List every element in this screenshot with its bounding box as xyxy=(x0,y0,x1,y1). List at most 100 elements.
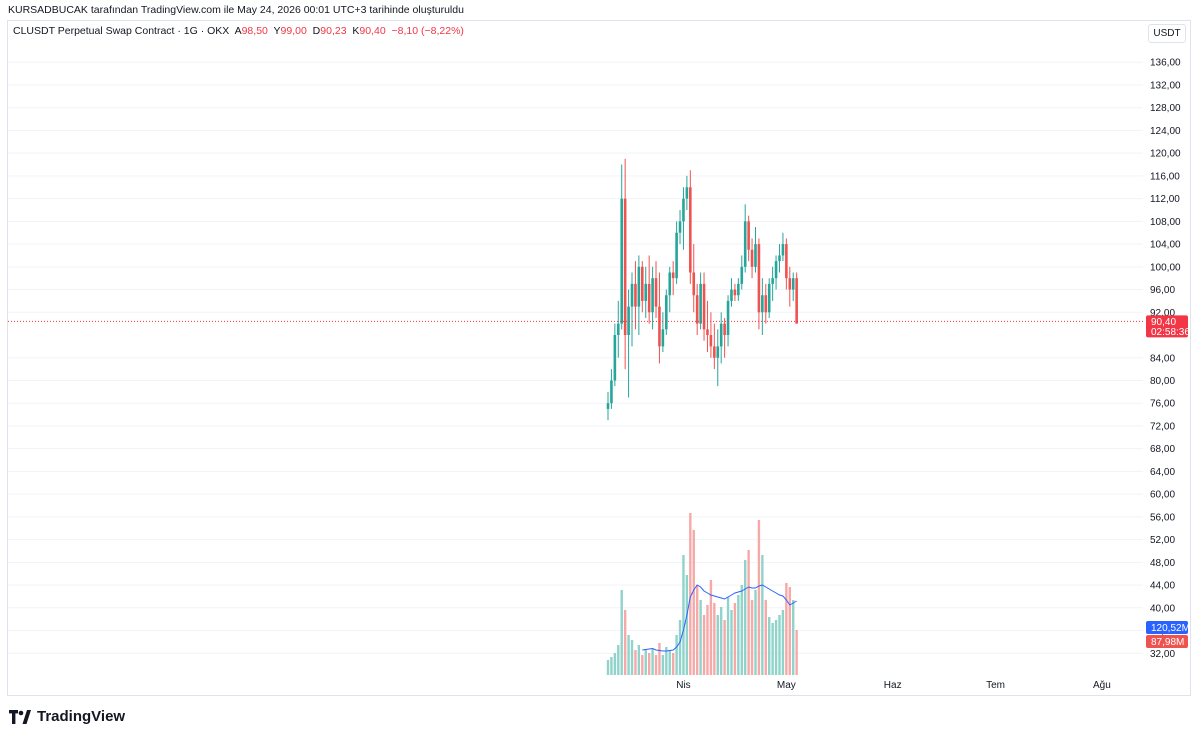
volume-bar xyxy=(678,620,682,675)
candle-body xyxy=(781,244,785,256)
y-tick-label: 132,00 xyxy=(1150,80,1181,91)
y-tick-label: 76,00 xyxy=(1150,399,1175,410)
y-tick-label: 52,00 xyxy=(1150,535,1175,546)
currency-button[interactable]: USDT xyxy=(1148,24,1186,43)
candle-body xyxy=(654,278,658,307)
candle-body xyxy=(682,198,685,222)
volume-bar xyxy=(695,585,699,675)
y-tick-label: 92,00 xyxy=(1150,308,1175,319)
volume-bar xyxy=(737,595,740,675)
x-tick-label: May xyxy=(777,680,796,691)
volume-bar xyxy=(785,583,788,675)
candle-body xyxy=(719,323,723,347)
candle-body xyxy=(695,295,699,324)
y-tick-label: 116,00 xyxy=(1150,171,1180,182)
y-tick-label: 100,00 xyxy=(1150,262,1181,273)
volume-bar xyxy=(778,615,781,675)
candle-body xyxy=(785,244,788,279)
candle-body xyxy=(671,272,675,279)
volume-bar xyxy=(685,575,689,675)
volume-bar xyxy=(671,653,675,675)
volume-bar xyxy=(651,649,654,675)
volume-bar xyxy=(781,610,785,675)
candle-body xyxy=(685,187,689,199)
candle-body xyxy=(730,289,733,301)
close-value: 90,40 xyxy=(359,25,386,37)
x-tick-label: Tem xyxy=(986,680,1005,691)
last-price-tag xyxy=(1146,315,1188,338)
volume-bar xyxy=(610,657,613,675)
candle-body xyxy=(647,283,651,313)
candle-body xyxy=(658,306,661,347)
volume-bar xyxy=(713,603,716,675)
volume-bar xyxy=(654,655,658,675)
candle-body xyxy=(641,266,644,301)
candle-body xyxy=(702,283,706,330)
volume-bar xyxy=(726,597,730,675)
volume-bar xyxy=(620,590,623,675)
volume-bar xyxy=(665,647,668,675)
last-price-label: 90,40 xyxy=(1151,317,1176,328)
candle-body xyxy=(634,283,637,307)
open-value: 98,50 xyxy=(241,25,268,37)
volume-bar xyxy=(634,650,637,675)
y-tick-label: 128,00 xyxy=(1150,103,1181,114)
change-value: −8,10 (−8,22%) xyxy=(391,25,464,37)
y-tick-label: 68,00 xyxy=(1150,444,1175,455)
tradingview-logo-icon xyxy=(9,709,31,724)
candle-body xyxy=(644,283,648,301)
volume-bar xyxy=(771,623,774,675)
volume-bar xyxy=(709,580,713,675)
volume-bar xyxy=(723,620,726,675)
volume-bar xyxy=(747,550,750,675)
volume-bar xyxy=(637,645,641,675)
y-tick-label: 84,00 xyxy=(1150,353,1175,364)
y-tick-label: 80,00 xyxy=(1150,376,1175,387)
candle-body xyxy=(627,306,630,336)
volume-bar xyxy=(706,605,709,675)
candle-body xyxy=(675,232,678,279)
y-tick-label: 44,00 xyxy=(1150,581,1175,592)
volume-ma-tag xyxy=(1146,621,1188,634)
brand-name: TradingView xyxy=(37,708,126,725)
candle-body xyxy=(723,323,726,336)
volume-tag xyxy=(1146,635,1188,648)
y-tick-label: 64,00 xyxy=(1150,467,1175,478)
volume-bar xyxy=(795,630,798,675)
y-tick-label: 112,00 xyxy=(1150,194,1180,205)
chart-caption: KURSADBUCAK tarafından TradingView.com i… xyxy=(8,4,464,16)
candle-body xyxy=(754,244,757,267)
volume-bar xyxy=(716,615,719,675)
candle-body xyxy=(733,289,737,296)
candle-body xyxy=(668,272,672,296)
countdown-label: 02:58:36 xyxy=(1151,327,1190,338)
volume-bar xyxy=(630,640,634,675)
candle-body xyxy=(709,335,713,347)
y-tick-label: 40,00 xyxy=(1150,603,1175,614)
candle-body xyxy=(613,335,617,381)
volume-bar xyxy=(641,655,644,675)
volume-bar xyxy=(617,645,620,675)
volume-bar xyxy=(682,555,685,675)
candle-body xyxy=(737,283,740,296)
candle-body xyxy=(630,283,634,307)
volume-bar xyxy=(644,650,647,675)
symbol-name[interactable]: CLUSDT Perpetual Swap Contract · 1G · OK… xyxy=(13,25,230,37)
candle-body xyxy=(778,255,781,262)
volume-bar xyxy=(744,560,747,675)
high-label: Y xyxy=(273,25,281,37)
y-tick-label: 120,00 xyxy=(1150,149,1181,160)
volume-ma-label: 120,52M xyxy=(1151,623,1190,634)
y-tick-label: 72,00 xyxy=(1150,421,1175,432)
candle-body xyxy=(716,346,720,358)
y-tick-label: 136,00 xyxy=(1150,58,1181,69)
volume-bar xyxy=(661,655,665,675)
candle-body xyxy=(767,283,771,313)
symbol-legend[interactable]: CLUSDT Perpetual Swap Contract · 1G · OK… xyxy=(13,25,464,37)
brand-logo[interactable]: TradingView xyxy=(9,708,125,725)
volume-bar xyxy=(689,513,692,675)
candle-body xyxy=(689,187,692,273)
candle-body xyxy=(774,261,778,279)
y-tick-label: 124,00 xyxy=(1150,126,1181,137)
